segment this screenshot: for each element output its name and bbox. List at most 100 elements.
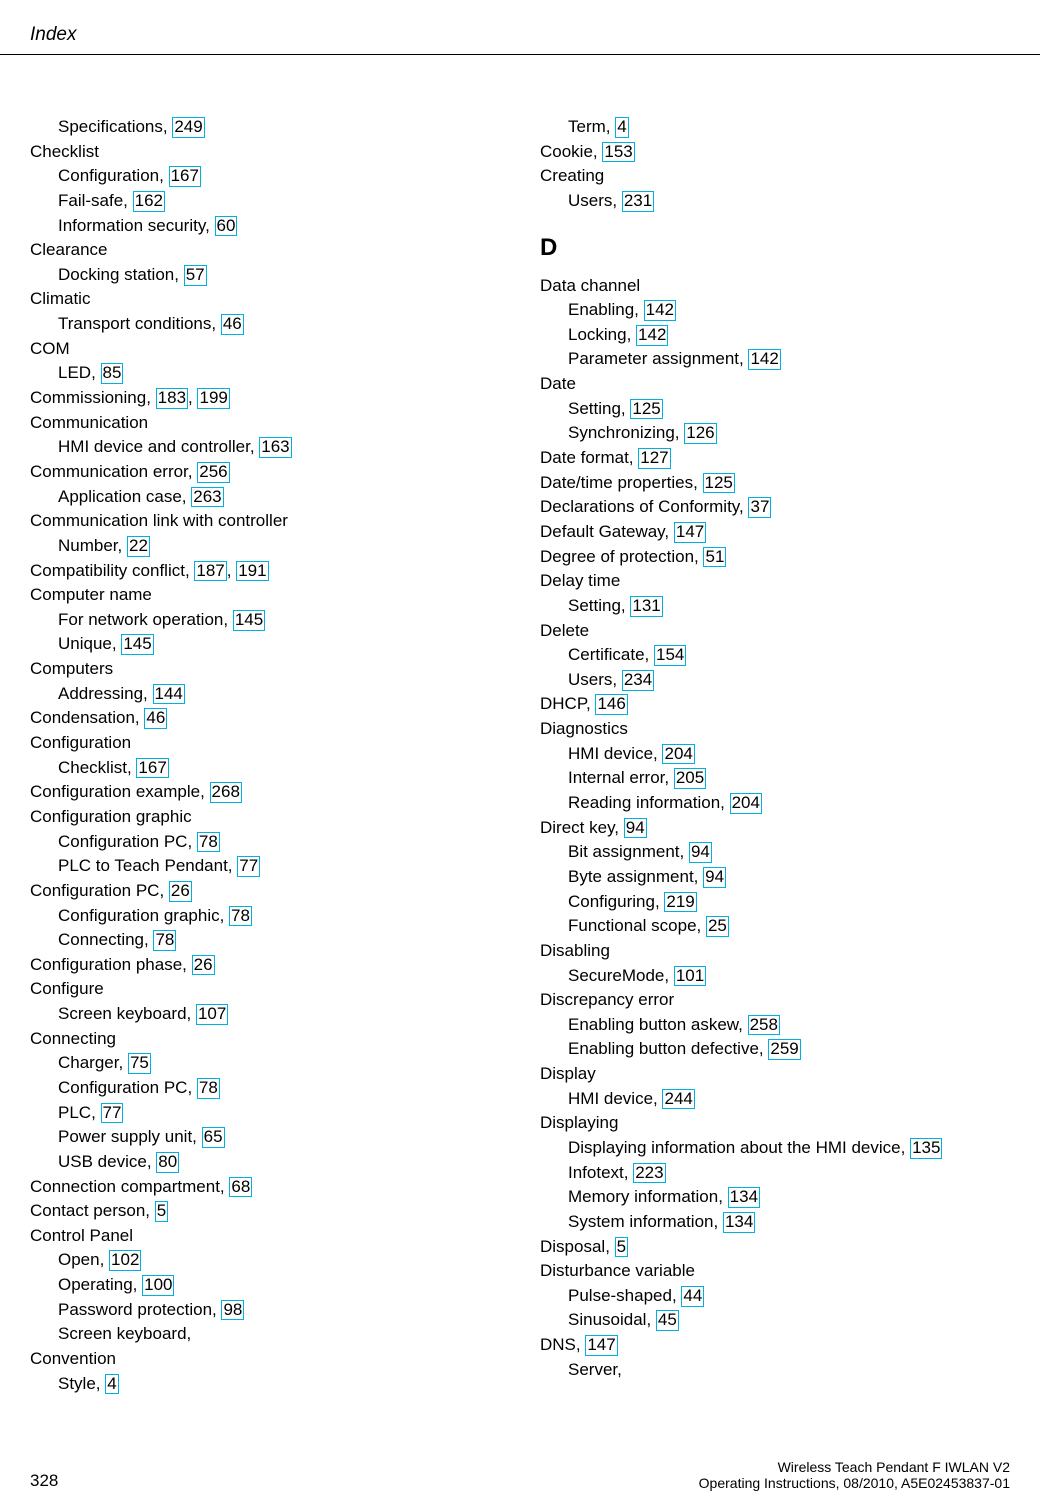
page-reference-link[interactable]: 51 [703, 547, 726, 568]
page-reference-link[interactable]: 131 [630, 596, 662, 617]
page-reference-link[interactable]: 219 [664, 892, 696, 913]
page-reference-link[interactable]: 153 [602, 142, 634, 163]
page-reference-link[interactable]: 94 [703, 867, 726, 888]
page-reference-link[interactable]: 162 [133, 191, 165, 212]
page-reference-link[interactable]: 259 [768, 1039, 800, 1060]
page-reference-link[interactable]: 77 [237, 856, 260, 877]
page-reference-link[interactable]: 4 [105, 1374, 118, 1395]
page-reference-link[interactable]: 204 [662, 744, 694, 765]
page-reference-link[interactable]: 125 [703, 473, 735, 494]
page-reference-link[interactable]: 25 [706, 916, 729, 937]
page-reference-link[interactable]: 154 [654, 645, 686, 666]
page-reference-link[interactable]: 98 [221, 1300, 244, 1321]
page-reference-link[interactable]: 77 [101, 1103, 124, 1124]
index-entry: Creating [540, 164, 1010, 189]
page-reference-link[interactable]: 134 [728, 1187, 760, 1208]
index-entry-text: Synchronizing, [568, 423, 684, 442]
page-reference-link[interactable]: 65 [202, 1127, 225, 1148]
page-reference-link[interactable]: 263 [191, 487, 223, 508]
page-reference-link[interactable]: 183 [156, 388, 188, 409]
page-reference-link[interactable]: 102 [109, 1250, 141, 1271]
page-reference-link[interactable]: 107 [196, 1004, 228, 1025]
page-reference-link[interactable]: 126 [684, 423, 716, 444]
page-reference-link[interactable]: 134 [723, 1212, 755, 1233]
index-entry-text: Information security, [58, 216, 215, 235]
page-reference-link[interactable]: 78 [229, 906, 252, 927]
section-letter: D [540, 234, 1010, 262]
page-reference-link[interactable]: 258 [748, 1015, 780, 1036]
page-reference-link[interactable]: 163 [259, 437, 291, 458]
page-reference-link[interactable]: 231 [622, 191, 654, 212]
page-reference-link[interactable]: 26 [192, 955, 215, 976]
page-reference-link[interactable]: 142 [748, 349, 780, 370]
index-entry-text: DHCP, [540, 694, 595, 713]
page-reference-link[interactable]: 256 [197, 462, 229, 483]
page-reference-link[interactable]: 127 [638, 448, 670, 469]
page-reference-link[interactable]: 147 [674, 522, 706, 543]
page-reference-link[interactable]: 234 [622, 670, 654, 691]
page-reference-link[interactable]: 187 [194, 561, 226, 582]
index-entry: Parameter assignment, 142 [568, 347, 1010, 372]
page-reference-link[interactable]: 142 [636, 325, 668, 346]
page-reference-link[interactable]: 94 [624, 818, 647, 839]
page-reference-link[interactable]: 94 [689, 842, 712, 863]
page-reference-link[interactable]: 60 [215, 216, 238, 237]
page-reference-link[interactable]: 145 [233, 610, 265, 631]
page-reference-link[interactable]: 78 [197, 1078, 220, 1099]
page-reference-link[interactable]: 5 [615, 1237, 628, 1258]
index-entry-text: Disabling [540, 941, 610, 960]
page-reference-link[interactable]: 75 [128, 1053, 151, 1074]
page-reference-link[interactable]: 223 [633, 1163, 665, 1184]
index-entry-text: Server, [568, 1360, 622, 1379]
index-entry: Fail-safe, 162 [58, 189, 500, 214]
page-reference-link[interactable]: 37 [748, 497, 771, 518]
index-entry: SecureMode, 101 [568, 964, 1010, 989]
page-reference-link[interactable]: 268 [210, 782, 242, 803]
index-entry: Diagnostics [540, 717, 1010, 742]
page-reference-link[interactable]: 46 [221, 314, 244, 335]
page-reference-link[interactable]: 205 [674, 768, 706, 789]
index-entry: Communication [30, 411, 500, 436]
page-reference-link[interactable]: 146 [595, 694, 627, 715]
page-reference-link[interactable]: 26 [169, 881, 192, 902]
page-reference-link[interactable]: 22 [127, 536, 150, 557]
page-reference-link[interactable]: 44 [681, 1286, 704, 1307]
index-content: Specifications, 249ChecklistConfiguratio… [0, 115, 1040, 1396]
index-entry: Enabling button defective, 259 [568, 1037, 1010, 1062]
page-reference-link[interactable]: 145 [121, 634, 153, 655]
doc-meta: Operating Instructions, 08/2010, A5E0245… [699, 1475, 1010, 1491]
page-reference-link[interactable]: 204 [730, 793, 762, 814]
page-reference-link[interactable]: 147 [585, 1335, 617, 1356]
index-entry-text: Configuration phase, [30, 955, 192, 974]
index-entry: Convention [30, 1347, 500, 1372]
page-reference-link[interactable]: 80 [156, 1152, 179, 1173]
page-reference-link[interactable]: 244 [662, 1089, 694, 1110]
page-reference-link[interactable]: 57 [184, 265, 207, 286]
page-reference-link[interactable]: 46 [144, 708, 167, 729]
page-reference-link[interactable]: 135 [910, 1138, 942, 1159]
index-entry: Specifications, 249 [58, 115, 500, 140]
page-reference-link[interactable]: 68 [229, 1177, 252, 1198]
page-reference-link[interactable]: 4 [615, 117, 628, 138]
index-entry-text: Application case, [58, 487, 191, 506]
page-reference-link[interactable]: 101 [674, 966, 706, 987]
page-reference-link[interactable]: 167 [169, 166, 201, 187]
page-reference-link[interactable]: 85 [101, 363, 124, 384]
page-reference-link[interactable]: 249 [172, 117, 204, 138]
page-reference-link[interactable]: 142 [644, 300, 676, 321]
page-reference-link[interactable]: 5 [155, 1201, 168, 1222]
page-reference-link[interactable]: 199 [197, 388, 229, 409]
index-entry: Operating, 100 [58, 1273, 500, 1298]
page-reference-link[interactable]: 100 [142, 1275, 174, 1296]
page-reference-link[interactable]: 191 [236, 561, 268, 582]
page-reference-link[interactable]: 167 [136, 758, 168, 779]
index-entry: DNS, 147 [540, 1333, 1010, 1358]
page-reference-link[interactable]: 78 [153, 930, 176, 951]
page-reference-link[interactable]: 125 [630, 399, 662, 420]
page-reference-link[interactable]: 45 [656, 1310, 679, 1331]
index-entry-text: Style, [58, 1374, 105, 1393]
index-entry-text: Byte assignment, [568, 867, 703, 886]
index-entry-text: Configuration graphic, [58, 906, 229, 925]
page-reference-link[interactable]: 78 [197, 832, 220, 853]
page-reference-link[interactable]: 144 [153, 684, 185, 705]
